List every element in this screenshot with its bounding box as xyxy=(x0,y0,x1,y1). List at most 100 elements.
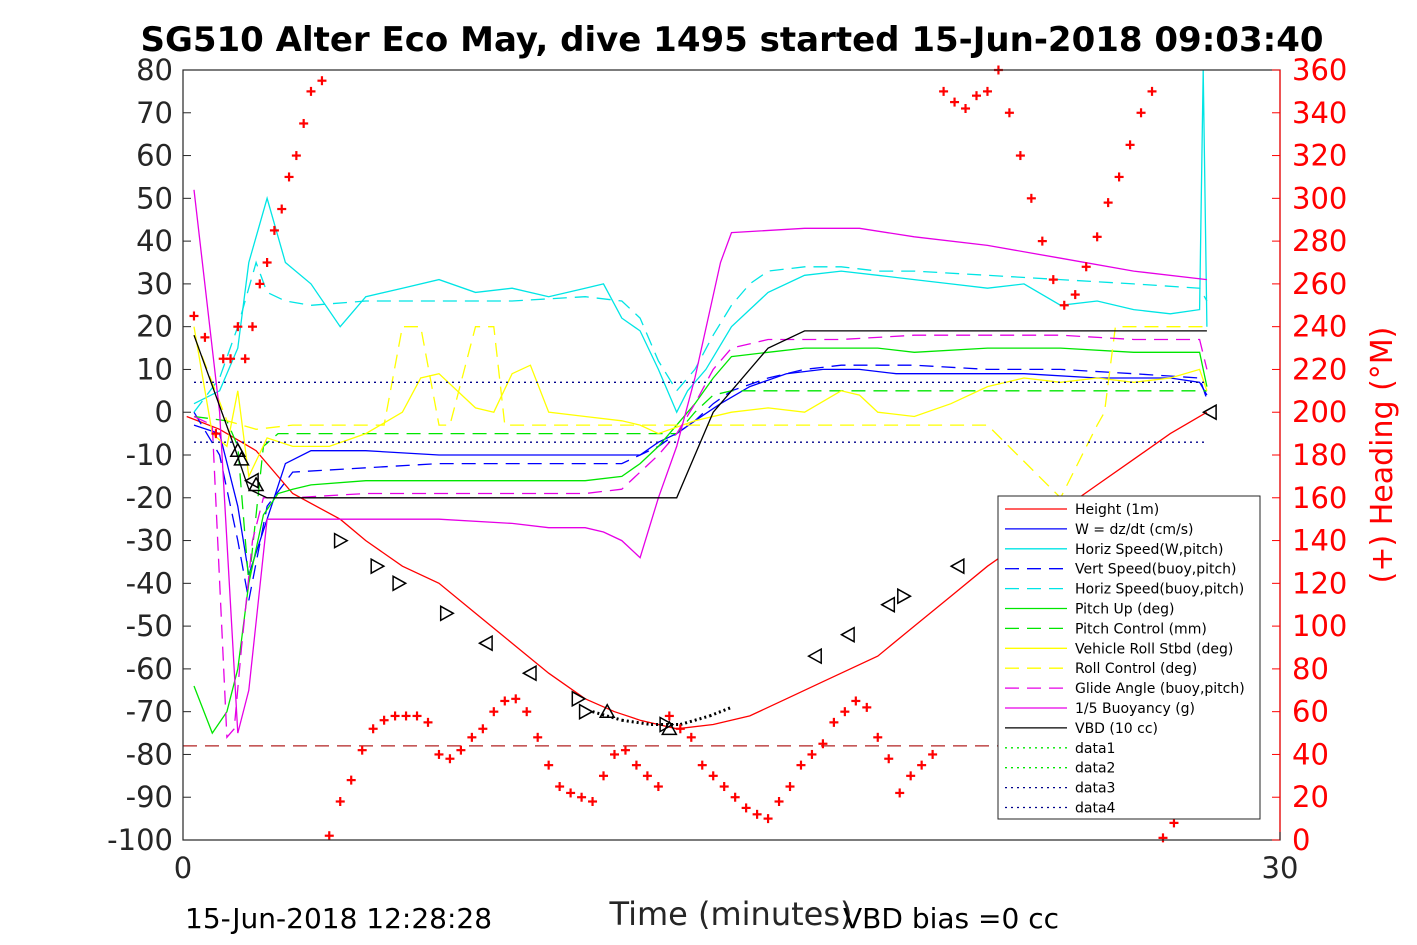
triangle-marker xyxy=(949,557,965,575)
heading-point xyxy=(478,724,488,734)
heading-point xyxy=(971,91,981,101)
dotted-segment-4 xyxy=(679,714,710,726)
triangle-marker xyxy=(477,634,493,652)
y-right-tick-label: 120 xyxy=(1292,566,1347,600)
triangle-marker xyxy=(897,587,912,605)
y-left-tick-label: -20 xyxy=(126,481,173,515)
y-right-tick-label: 220 xyxy=(1292,352,1347,386)
y-left-tick-label: -40 xyxy=(126,566,173,600)
heading-point xyxy=(642,771,652,781)
heading-point xyxy=(1169,818,1179,828)
heading-point xyxy=(434,749,444,759)
heading-point xyxy=(423,717,433,727)
triangle-marker xyxy=(370,557,386,575)
legend: Height (1m) W = dz/dt (cm/s) Horiz Speed(W… xyxy=(997,495,1261,820)
heading-point xyxy=(555,782,565,792)
y-left-tick-label: 10 xyxy=(136,352,173,386)
heading-point xyxy=(1070,290,1080,300)
heading-point xyxy=(522,707,532,717)
heading-point xyxy=(1026,193,1036,203)
heading-point xyxy=(664,711,674,721)
y-left-tick-label: 80 xyxy=(136,53,173,87)
footer-vbd-bias: VBD bias =0 cc xyxy=(843,902,1059,935)
y-right-tick-label: 140 xyxy=(1292,524,1347,558)
heading-point xyxy=(306,86,316,96)
heading-point xyxy=(609,749,619,759)
heading-point xyxy=(299,118,309,128)
heading-point xyxy=(895,788,905,798)
heading-point xyxy=(961,104,971,113)
series-line-5 xyxy=(193,347,1208,735)
series-line-6 xyxy=(193,390,1207,584)
heading-point xyxy=(335,797,345,806)
y-right-tick-label: 180 xyxy=(1292,438,1347,472)
y-left-tick-label: 70 xyxy=(136,96,173,130)
legend-entry-label: data1 xyxy=(1075,741,1115,757)
y-right-tick-label: 40 xyxy=(1292,737,1329,771)
heading-point xyxy=(262,258,272,267)
heading-point xyxy=(445,754,455,764)
heading-point xyxy=(233,322,243,332)
heading-point xyxy=(240,354,250,364)
y-left-tick-label: -70 xyxy=(126,695,173,729)
triangle-marker xyxy=(1201,403,1217,421)
heading-point xyxy=(1125,140,1135,150)
heading-point xyxy=(247,322,257,332)
heading-point xyxy=(928,749,938,759)
heading-point xyxy=(840,707,850,717)
dotted-segment-5 xyxy=(709,705,733,718)
legend-entry-label: Glide Angle (buoy,pitch) xyxy=(1075,681,1245,697)
y-axis-left-ticks: 80 70 60 50 40 30 20 10 0 -10 -20 -30 -40 -50 -60 -70 -8… xyxy=(107,53,191,857)
legend-entry-label: Vehicle Roll Stbd (deg) xyxy=(1075,641,1233,657)
heading-point xyxy=(851,696,861,706)
triangle-marker xyxy=(659,716,675,733)
heading-point xyxy=(200,332,210,342)
heading-point xyxy=(500,696,510,706)
y-left-tick-label: -10 xyxy=(126,438,173,472)
y-right-tick-label: 0 xyxy=(1292,823,1310,857)
heading-point xyxy=(226,354,236,364)
y-left-tick-label: -80 xyxy=(126,737,173,771)
heading-point xyxy=(917,760,927,770)
y-left-tick-label: 40 xyxy=(136,224,173,258)
heading-point xyxy=(401,711,411,721)
y-left-tick-label: 50 xyxy=(136,181,173,215)
heading-point xyxy=(291,151,301,161)
y-axis-right-ticks: 3603403203002802602402202001801601401201… xyxy=(1272,53,1347,857)
heading-point xyxy=(741,803,751,813)
y-right-tick-label: 340 xyxy=(1292,96,1347,130)
triangle-marker xyxy=(880,596,896,613)
y-axis-right-label: (+) Heading (°M) xyxy=(1365,327,1400,584)
series-line-11 xyxy=(193,330,1207,499)
legend-entry-label: Roll Control (deg) xyxy=(1075,661,1197,677)
heading-point xyxy=(368,724,378,734)
heading-point xyxy=(467,732,477,742)
y-left-tick-label: -50 xyxy=(126,609,173,643)
heading-point xyxy=(785,782,795,792)
heading-point xyxy=(379,715,389,725)
series-line-10 xyxy=(193,189,1207,734)
heading-point xyxy=(719,782,729,792)
heading-point xyxy=(1004,108,1014,118)
heading-point xyxy=(774,797,784,806)
heading-point xyxy=(763,814,773,824)
y-right-tick-label: 300 xyxy=(1292,181,1347,215)
series-line-9 xyxy=(193,334,1208,739)
triangle-marker xyxy=(439,605,455,622)
heading-point xyxy=(1092,232,1102,242)
triangle-marker xyxy=(229,442,247,458)
y-left-tick-label: -90 xyxy=(126,780,173,814)
triangle-marker xyxy=(571,690,587,708)
heading-point xyxy=(1103,198,1113,208)
legend-entry-label: Height (1m) xyxy=(1075,502,1159,518)
heading-point xyxy=(1114,172,1124,182)
legend-entry-label: W = dz/dt (cm/s) xyxy=(1075,522,1194,538)
heading-point xyxy=(862,702,872,712)
legend-entry-label: data3 xyxy=(1075,781,1115,797)
heading-point xyxy=(566,788,576,798)
y-right-tick-label: 20 xyxy=(1292,780,1329,814)
heading-point xyxy=(653,782,663,792)
heading-point xyxy=(884,754,894,764)
x-tick-label: 30 xyxy=(1262,851,1299,885)
